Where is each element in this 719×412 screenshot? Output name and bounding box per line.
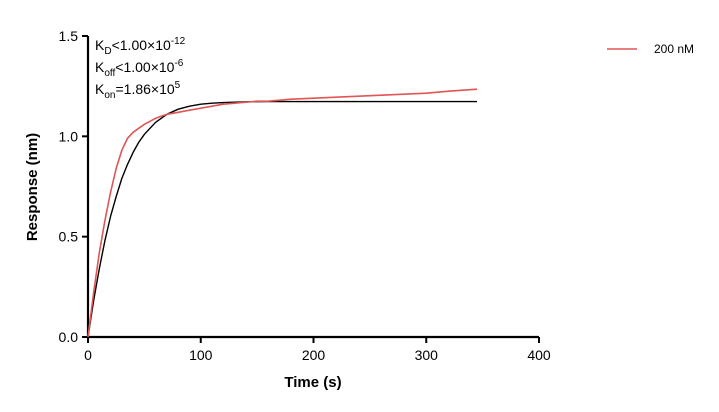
koff-annotation: Koff<1.00×10-6 <box>95 58 184 79</box>
x-axis-title: Time (s) <box>284 374 341 391</box>
y-axis-title: Response (nm) <box>24 133 41 241</box>
legend: 200 nM <box>607 42 694 56</box>
y-ticks: 0.0 0.5 1.0 1.5 <box>59 28 88 345</box>
x-ticks: 0 100 200 300 400 <box>84 337 551 363</box>
x-tick-label: 300 <box>415 347 439 363</box>
x-tick-label: 200 <box>302 347 326 363</box>
y-tick-label: 1.5 <box>59 28 79 44</box>
series-line-200nm <box>87 88 478 338</box>
x-tick-label: 100 <box>189 347 213 363</box>
x-tick-label: 0 <box>84 347 92 363</box>
y-tick-label: 1.0 <box>59 128 79 144</box>
legend-label-200nm: 200 nM <box>654 42 694 56</box>
y-tick-label: 0.0 <box>59 329 79 345</box>
fit-curve-line <box>87 100 477 338</box>
x-tick-label: 400 <box>527 347 551 363</box>
y-tick-label: 0.5 <box>59 229 79 245</box>
kon-annotation: Kon=1.86×105 <box>95 80 181 101</box>
kd-annotation: KD<1.00×10-12 <box>95 36 186 57</box>
series-layer <box>87 88 478 338</box>
